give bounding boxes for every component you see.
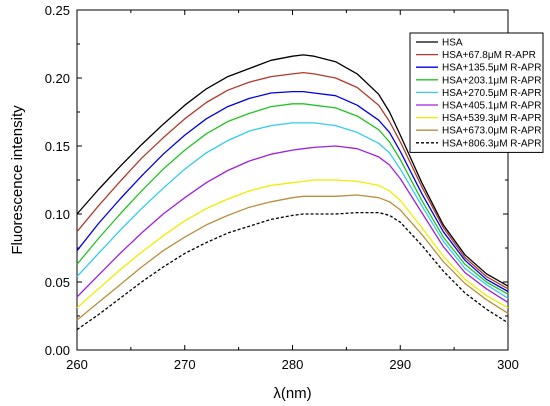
legend-label: HSA+135.5μM R-APR <box>442 63 541 74</box>
legend-label: HSA+67.8μM R-APR <box>442 50 536 61</box>
y-tick-label: 0.20 <box>45 71 70 86</box>
y-tick-label: 0.15 <box>45 139 70 154</box>
x-tick-label: 290 <box>389 357 411 372</box>
legend-label: HSA+673.0μM R-APR <box>442 126 541 137</box>
series-line-5 <box>76 122 509 299</box>
y-axis-title: Fluorescence intensity <box>9 105 26 255</box>
series-line-9 <box>76 211 509 331</box>
x-tick-label: 260 <box>66 357 88 372</box>
legend-label: HSA+539.3μM R-APR <box>442 113 541 124</box>
legend-label: HSA+405.1μM R-APR <box>442 101 541 112</box>
series-line-4 <box>76 103 509 295</box>
y-tick-label: 0.05 <box>45 275 70 290</box>
series-lines <box>76 54 509 331</box>
series-line-3 <box>76 90 509 293</box>
series-line-1 <box>76 54 509 287</box>
y-tick-label: 0.00 <box>45 343 70 358</box>
legend-label: HSA+806.3μM R-APR <box>442 138 541 149</box>
x-tick-label: 300 <box>497 357 519 372</box>
x-tick-label: 270 <box>174 357 196 372</box>
x-axis-title: λ(nm) <box>273 385 311 402</box>
legend-label: HSA+270.5μM R-APR <box>442 88 541 99</box>
legend-label: HSA <box>442 38 463 49</box>
series-line-2 <box>76 71 509 290</box>
legend-label: HSA+203.1μM R-APR <box>442 75 541 86</box>
series-line-7 <box>76 179 509 309</box>
axes: 260 270 280 290 300 0.00 0.05 0.10 0.15 0.20 0.25 <box>45 3 519 372</box>
series-line-6 <box>76 145 509 303</box>
y-tick-label: 0.10 <box>45 207 70 222</box>
y-tick-label: 0.25 <box>45 3 70 18</box>
series-line-8 <box>76 194 509 321</box>
x-tick-label: 280 <box>282 357 304 372</box>
